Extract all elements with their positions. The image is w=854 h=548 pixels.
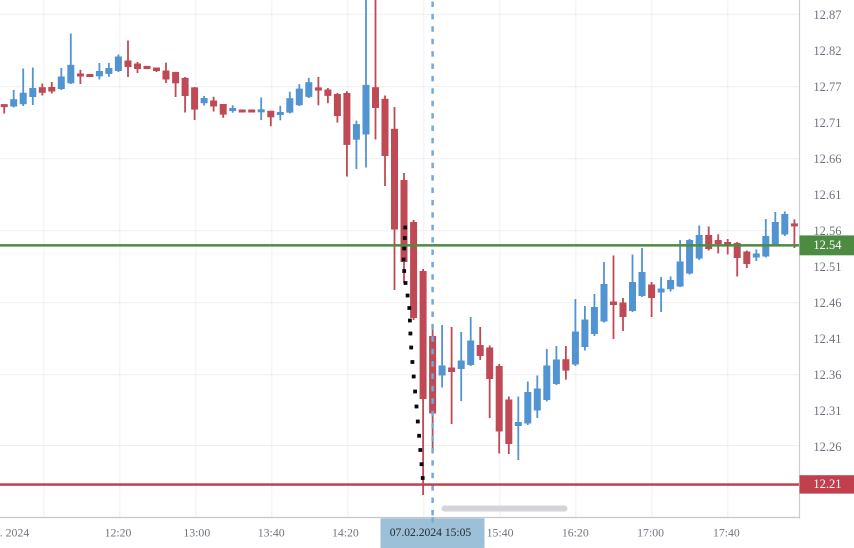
svg-text:12.66: 12.66 (813, 152, 841, 166)
svg-text:12.77: 12.77 (813, 80, 841, 94)
svg-text:12.26: 12.26 (813, 440, 841, 454)
svg-text:17:00: 17:00 (637, 525, 664, 539)
svg-text:12.31: 12.31 (813, 404, 841, 418)
svg-text:17:40: 17:40 (713, 525, 740, 539)
svg-text:12.56: 12.56 (813, 224, 841, 238)
svg-text:14:20: 14:20 (332, 525, 359, 539)
svg-text:12.61: 12.61 (813, 188, 841, 202)
svg-text:07.02.2024 15:05: 07.02.2024 15:05 (390, 526, 472, 539)
svg-text:. 2024: . 2024 (0, 525, 29, 539)
svg-text:12.46: 12.46 (813, 296, 841, 310)
svg-text:12.87: 12.87 (813, 8, 841, 22)
svg-text:13:00: 13:00 (183, 525, 210, 539)
svg-text:12.71: 12.71 (813, 116, 841, 130)
svg-text:12.36: 12.36 (813, 368, 841, 382)
svg-text:15:40: 15:40 (487, 525, 514, 539)
svg-text:12.21: 12.21 (813, 477, 841, 491)
svg-text:12:20: 12:20 (105, 525, 132, 539)
svg-text:12.41: 12.41 (813, 332, 841, 346)
svg-text:12.82: 12.82 (813, 44, 841, 58)
svg-text:12.51: 12.51 (813, 260, 841, 274)
svg-text:12.54: 12.54 (813, 238, 842, 252)
svg-text:16:20: 16:20 (562, 525, 589, 539)
svg-text:13:40: 13:40 (258, 525, 285, 539)
